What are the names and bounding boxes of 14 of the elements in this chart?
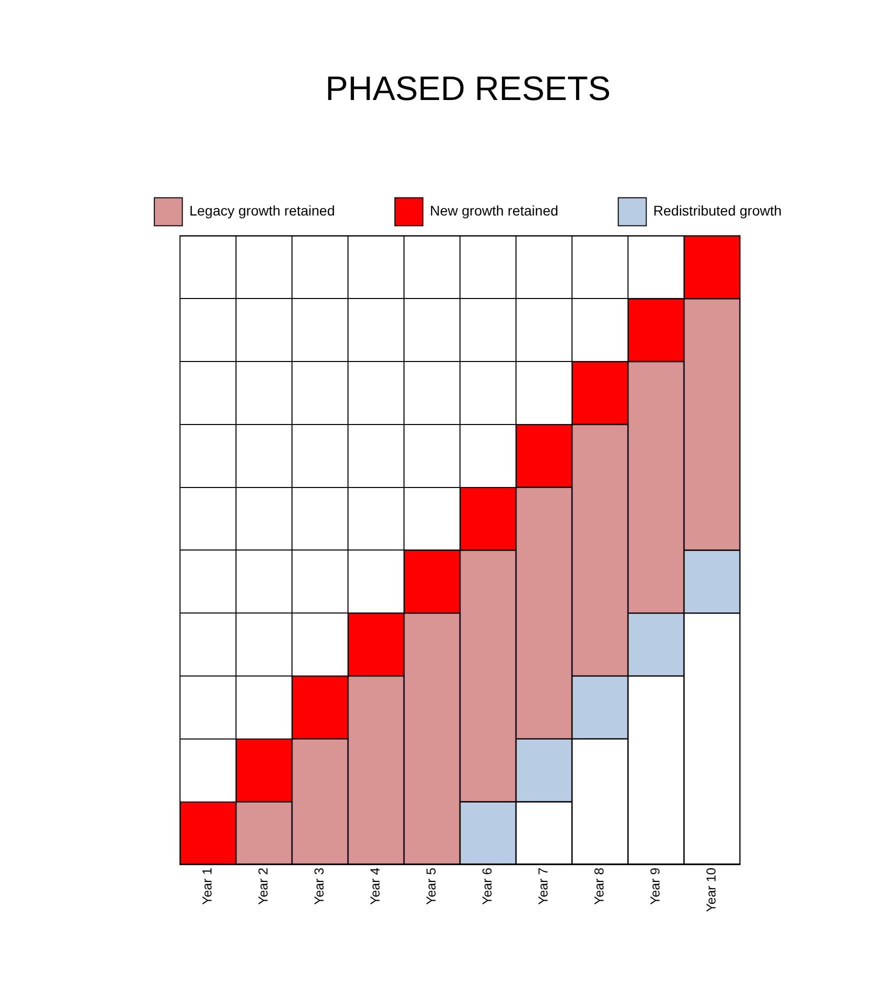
x-tick-label: Year 6 xyxy=(480,868,495,905)
x-tick-label: Year 3 xyxy=(312,868,327,905)
x-tick-label: Year 10 xyxy=(704,868,719,912)
x-tick-label: Year 4 xyxy=(368,868,383,905)
legend-label: Legacy growth retained xyxy=(189,202,335,219)
x-tick-label: Year 5 xyxy=(424,868,439,905)
x-tick-label: Year 9 xyxy=(648,868,663,905)
x-tick-label: Year 7 xyxy=(536,868,551,905)
legend-label: Redistributed growth xyxy=(653,202,782,219)
x-tick-label: Year 2 xyxy=(256,868,271,905)
x-tick-label: Year 1 xyxy=(200,868,215,905)
x-tick-label: Year 8 xyxy=(592,868,607,905)
legend-label: New growth retained xyxy=(430,202,558,219)
chart-title: PHASED RESETS xyxy=(325,70,611,108)
